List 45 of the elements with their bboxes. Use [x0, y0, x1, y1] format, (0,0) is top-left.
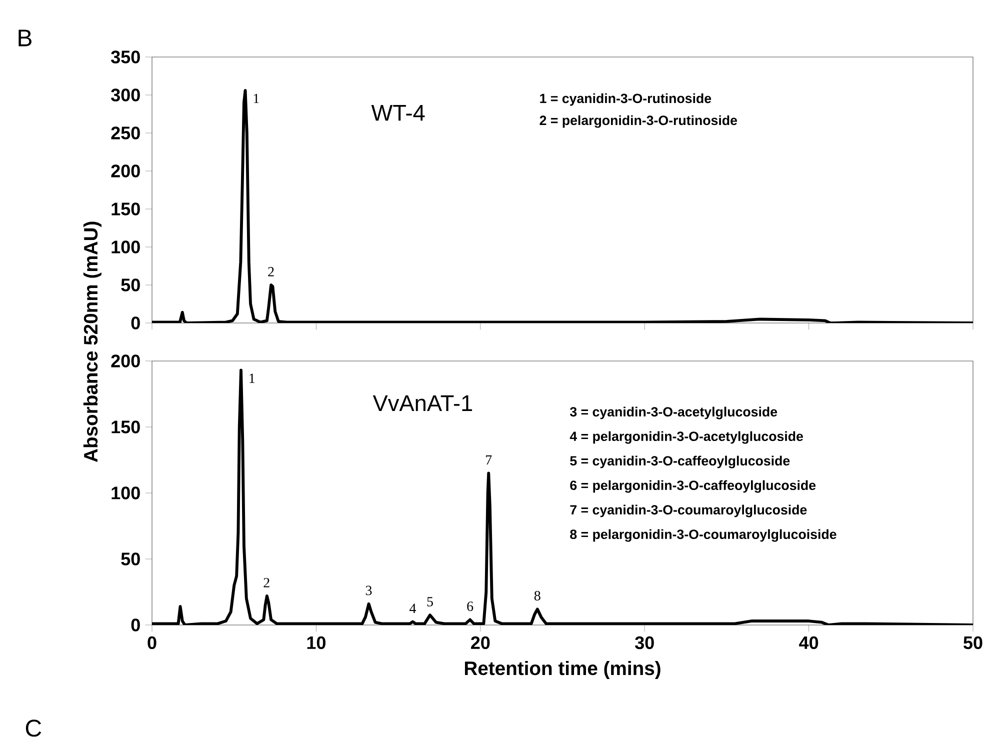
y-tick-label: 250: [111, 126, 140, 140]
x-tick-label: 30: [635, 636, 654, 650]
annotation: 2 = pelargonidin-3-O-rutinoside: [540, 115, 738, 128]
y-tick-label: 100: [112, 486, 140, 500]
text: VvAnAT-1: [372, 395, 472, 411]
x-tick-label: 40: [799, 636, 818, 650]
annotation: 7 = cyanidin-3-O-coumaroylglucoside: [570, 504, 807, 518]
annotation: 6: [467, 602, 474, 612]
annotation: 8 = pelargonidin-3-O-coumaroylglucoiside: [570, 529, 836, 542]
annotation: 1: [250, 374, 255, 383]
text: C: [26, 720, 42, 737]
line-series: [152, 88, 973, 323]
annotation: 2: [264, 578, 270, 588]
x-tick-label: 20: [471, 636, 490, 650]
line-series: [152, 368, 973, 625]
annotation: 3 = cyanidin-3-O-acetylglucoside: [570, 406, 778, 420]
annotation: 4: [410, 604, 416, 613]
y-tick-label: 150: [112, 420, 140, 434]
x-tick-label: 50: [964, 636, 982, 650]
y-tick-label: 200: [111, 354, 140, 368]
y-axis-title: Absorbance 520nm (mAU): [83, 222, 102, 462]
y-tick-label: 100: [112, 240, 140, 254]
y-tick-label: 150: [112, 202, 140, 216]
x-axis-title: Retention time (mins): [464, 660, 660, 679]
y-tick-label: 350: [111, 50, 140, 64]
annotation: 6 = pelargonidin-3-O-caffeoylglucoside: [570, 480, 816, 493]
annotation: 8: [534, 590, 540, 600]
annotation: 7: [486, 455, 492, 464]
x-tick-label: 0: [148, 636, 156, 650]
y-tick-label: 0: [131, 316, 140, 330]
y-tick-label: 50: [121, 552, 140, 566]
y-tick-label: 200: [111, 164, 140, 178]
y-tick-label: 50: [121, 278, 140, 292]
annotation: 5 = cyanidin-3-O-caffeoylglucoside: [570, 456, 790, 468]
y-tick-label: 0: [131, 618, 140, 632]
annotation: 3: [366, 586, 372, 596]
text: B: [18, 30, 32, 46]
annotation: 1 = cyanidin-3-O-rutinoside: [540, 93, 712, 106]
y-tick-label: 300: [111, 88, 140, 102]
text: WT-4: [371, 105, 425, 121]
x-tick-label: 10: [307, 636, 326, 650]
annotation: 1: [254, 94, 259, 104]
annotation: 2: [268, 267, 274, 276]
annotation: 5: [427, 597, 433, 606]
annotation: 4 = pelargonidin-3-O-acetylglucoside: [570, 431, 803, 444]
